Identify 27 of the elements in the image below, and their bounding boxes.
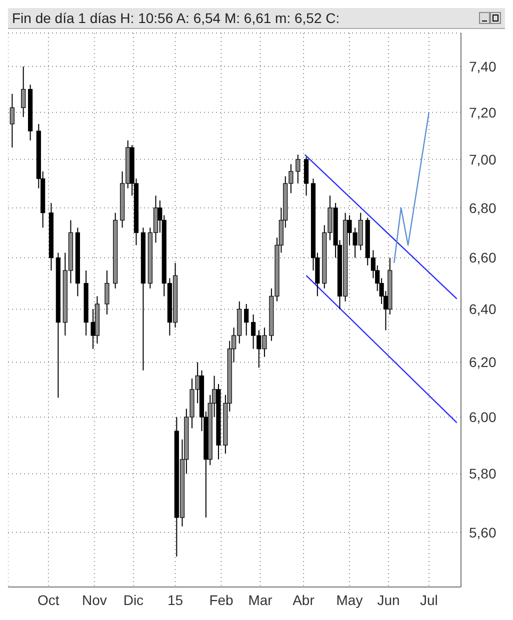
candlestick [10, 93, 14, 148]
x-tick-label: Jul [420, 592, 438, 608]
candlestick [244, 303, 249, 336]
y-tick-label: 7,20 [469, 104, 496, 120]
y-tick-label: 5,80 [469, 466, 496, 482]
candlestick [296, 154, 300, 184]
x-tick-label: May [336, 592, 363, 608]
line-series [393, 112, 430, 264]
x-tick-label: Abr [292, 592, 315, 608]
y-tick-label: 6,00 [469, 409, 496, 426]
y-tick-label: 6,80 [469, 200, 496, 216]
y-tick-label: 7,00 [469, 151, 496, 168]
candlestick [21, 66, 26, 118]
x-tick-label: Mar [248, 592, 273, 608]
y-tick-label: 6,20 [469, 354, 496, 370]
x-tick-label: Jun [377, 592, 400, 608]
chart-title: Fin de día 1 días H: 10:56 A: 6,54 M: 6,61 m: 6,52 C: [12, 10, 341, 26]
x-tick-label: Feb [209, 592, 234, 608]
y-tick-label: 7,40 [469, 58, 496, 75]
x-tick-label: Nov [82, 592, 107, 608]
y-tick-label: 6,40 [469, 301, 496, 318]
y-tick-label: 5,60 [469, 524, 496, 540]
x-tick-label: Dic [123, 592, 144, 608]
candlestick [104, 270, 110, 315]
x-tick-label: Oct [38, 592, 60, 608]
y-tick-label: 6,60 [469, 250, 496, 266]
x-tick-label: 15 [167, 592, 184, 608]
